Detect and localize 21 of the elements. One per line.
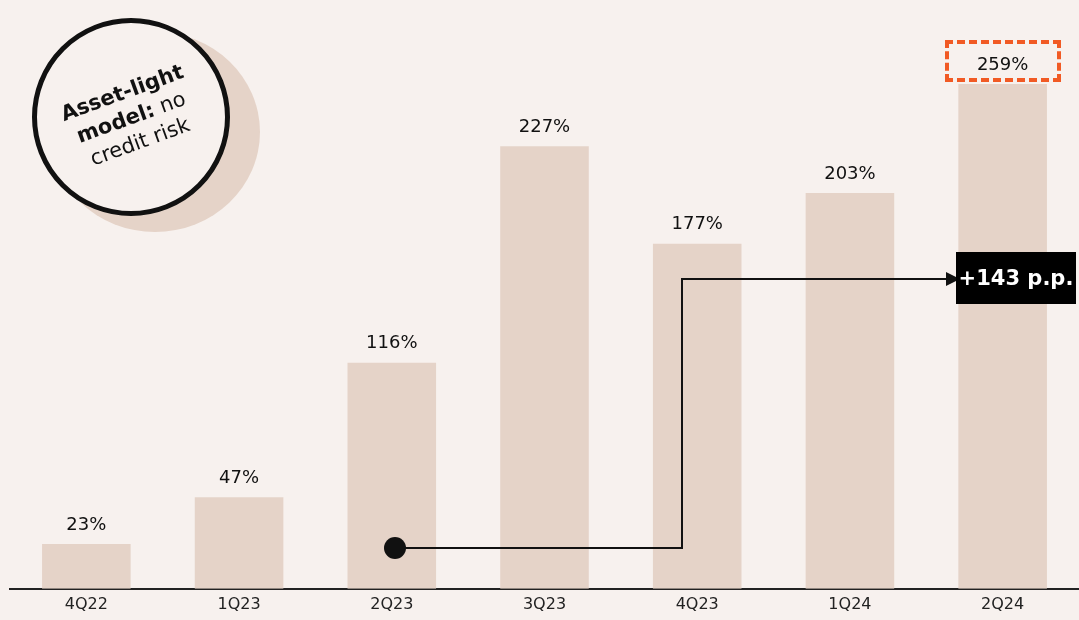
annotation: +143 p.p. — [956, 252, 1076, 304]
data-label: 23% — [66, 512, 107, 534]
x-tick-label: 2Q23 — [370, 593, 414, 613]
data-label: 47% — [219, 465, 260, 487]
x-tick-label: 3Q23 — [522, 593, 567, 613]
x-tick-label: 4Q22 — [64, 593, 108, 613]
bar — [194, 497, 284, 589]
data-label: 203% — [824, 161, 876, 183]
bar — [652, 243, 742, 589]
data-label: 177% — [671, 212, 723, 234]
x-tick-label: 1Q24 — [828, 593, 872, 613]
data-label: 227% — [518, 114, 571, 136]
x-tick-label: 4Q23 — [675, 593, 719, 613]
data-label: 116% — [366, 331, 418, 353]
data-label: 259% — [976, 52, 1029, 74]
bar — [347, 362, 437, 589]
bar — [805, 193, 895, 589]
bar — [42, 543, 131, 589]
bar — [500, 146, 589, 589]
x-tick-label: 2Q24 — [981, 593, 1025, 613]
x-tick-label: 1Q23 — [217, 593, 261, 613]
